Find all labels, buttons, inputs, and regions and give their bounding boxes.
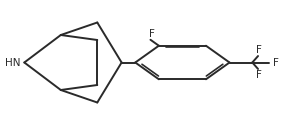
Text: F: F [256,45,262,55]
Text: HN: HN [5,58,21,68]
Text: F: F [273,58,278,68]
Text: F: F [256,70,262,80]
Text: F: F [149,28,155,38]
